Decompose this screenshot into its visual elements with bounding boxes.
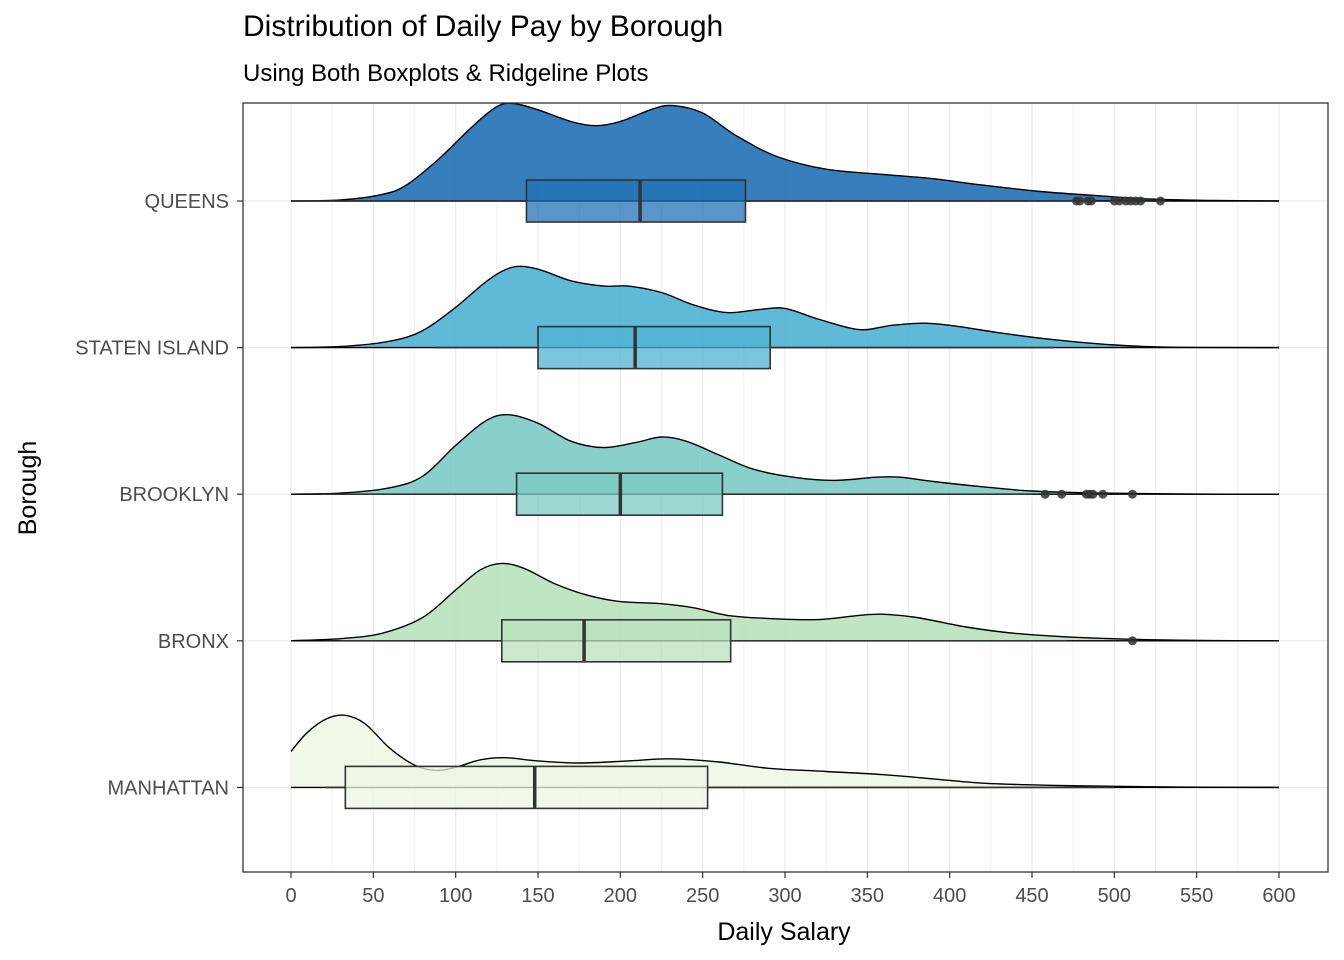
x-axis-title: Daily Salary	[717, 918, 851, 946]
boxplot-manhattan	[325, 765, 1115, 810]
outlier-point	[1155, 196, 1165, 206]
y-tick-label: BRONX	[158, 631, 229, 653]
box-iqr	[500, 618, 732, 663]
x-tick-label: 150	[521, 885, 554, 907]
y-axis: QUEENS STATEN ISLAND BROOKLYN BRONX MANHATTA…	[75, 191, 243, 799]
outlier-point	[1127, 489, 1137, 499]
y-tick-label: MANHATTAN	[108, 777, 229, 799]
x-tick-label: 100	[439, 885, 472, 907]
box-iqr	[537, 325, 771, 370]
y-tick-label: BROOKLYN	[119, 484, 229, 506]
chart-subtitle: Using Both Boxplots & Ridgeline Plots	[243, 60, 649, 87]
boxplot-staten-island	[435, 325, 1054, 370]
boxplots	[291, 179, 1115, 810]
ridge-outline	[290, 265, 1280, 349]
x-tick-label: 0	[285, 885, 296, 907]
x-tick-label: 50	[362, 885, 384, 907]
boxplot-queens	[291, 179, 1074, 223]
outlier-points	[1040, 196, 1165, 646]
y-tick-label: STATEN ISLAND	[75, 338, 229, 360]
ridge-fill	[291, 103, 1279, 201]
boxplot-brooklyn	[320, 472, 1032, 517]
x-tick-label: 550	[1180, 885, 1213, 907]
outlier-point	[1088, 489, 1098, 499]
x-axis: 0 50 100 150 200 250 300 350 400 450 500 550 600	[285, 872, 1296, 907]
box-iqr	[525, 179, 747, 223]
boxplot-bronx	[340, 618, 1067, 663]
outlier-point	[1114, 196, 1124, 206]
x-tick-label: 450	[1015, 885, 1048, 907]
x-tick-label: 400	[933, 885, 966, 907]
outlier-point	[1127, 636, 1137, 646]
outlier-point	[1086, 196, 1096, 206]
chart-title: Distribution of Daily Pay by Borough	[243, 10, 724, 43]
x-tick-label: 200	[604, 885, 637, 907]
x-tick-label: 500	[1098, 885, 1131, 907]
y-tick-label: QUEENS	[145, 191, 229, 213]
y-axis-title: Borough	[14, 441, 42, 536]
x-tick-label: 350	[851, 885, 884, 907]
outlier-point	[1040, 489, 1050, 499]
ridge-outline	[290, 562, 1280, 642]
ridge-outline	[290, 102, 1280, 202]
ridge-outline	[290, 714, 1280, 789]
outlier-point	[1075, 196, 1085, 206]
outlier-point	[1057, 489, 1067, 499]
x-tick-label: 300	[768, 885, 801, 907]
x-tick-label: 250	[686, 885, 719, 907]
outlier-point	[1098, 489, 1108, 499]
outlier-point	[1136, 196, 1146, 206]
box-iqr	[344, 765, 709, 810]
ridge-outline	[290, 413, 1280, 495]
x-tick-label: 600	[1262, 885, 1295, 907]
